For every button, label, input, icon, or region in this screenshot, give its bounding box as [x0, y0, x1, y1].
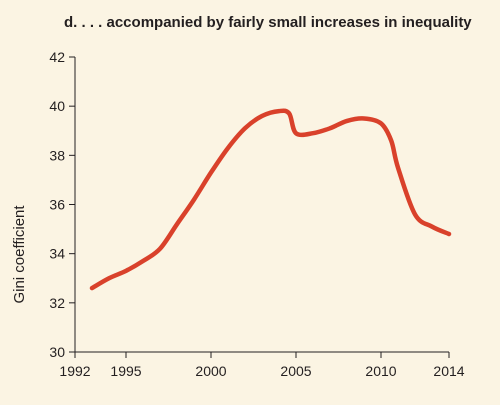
data-point	[277, 109, 281, 113]
y-tick-label: 38	[49, 147, 65, 163]
y-axis-title: Gini coefficient	[11, 205, 28, 304]
data-point	[362, 116, 366, 120]
y-tick-label: 40	[49, 98, 65, 114]
y-tick-label: 34	[49, 246, 65, 262]
data-point	[107, 276, 111, 280]
chart-title: d. . . . accompanied by fairly small inc…	[64, 14, 472, 31]
x-tick-label: 2000	[195, 363, 226, 379]
y-tick-label: 32	[49, 295, 65, 311]
data-point	[90, 286, 94, 290]
data-point	[345, 119, 349, 123]
data-point	[413, 212, 417, 216]
y-tick-label: 42	[49, 49, 65, 65]
x-tick-label: 2010	[365, 363, 396, 379]
x-tick-label: 2005	[280, 363, 311, 379]
data-point	[389, 139, 393, 143]
data-point	[396, 166, 400, 170]
data-point	[294, 131, 298, 135]
data-point	[328, 126, 332, 130]
data-point	[260, 114, 264, 118]
data-point	[226, 146, 230, 150]
data-point	[175, 222, 179, 226]
data-point	[287, 112, 291, 116]
data-point	[430, 225, 434, 229]
data-point	[209, 171, 213, 175]
axes: 30 32 34 36 38 40 42 1992 1995 2000 2005 2010 2014 Gi…	[11, 49, 465, 379]
data-point	[141, 259, 145, 263]
data-point	[447, 232, 451, 236]
y-tick-label: 30	[49, 344, 65, 360]
x-tick-label: 1995	[110, 363, 141, 379]
data-point	[192, 198, 196, 202]
data-point	[379, 121, 383, 125]
series-layer	[89, 108, 452, 291]
data-point	[124, 269, 128, 273]
data-point	[243, 126, 247, 130]
data-point	[158, 247, 162, 251]
x-tick-label: 1992	[59, 363, 90, 379]
y-tick-label: 36	[49, 197, 65, 213]
data-point	[311, 131, 315, 135]
x-tick-label: 2014	[433, 363, 464, 379]
gini-series-line	[89, 108, 452, 291]
